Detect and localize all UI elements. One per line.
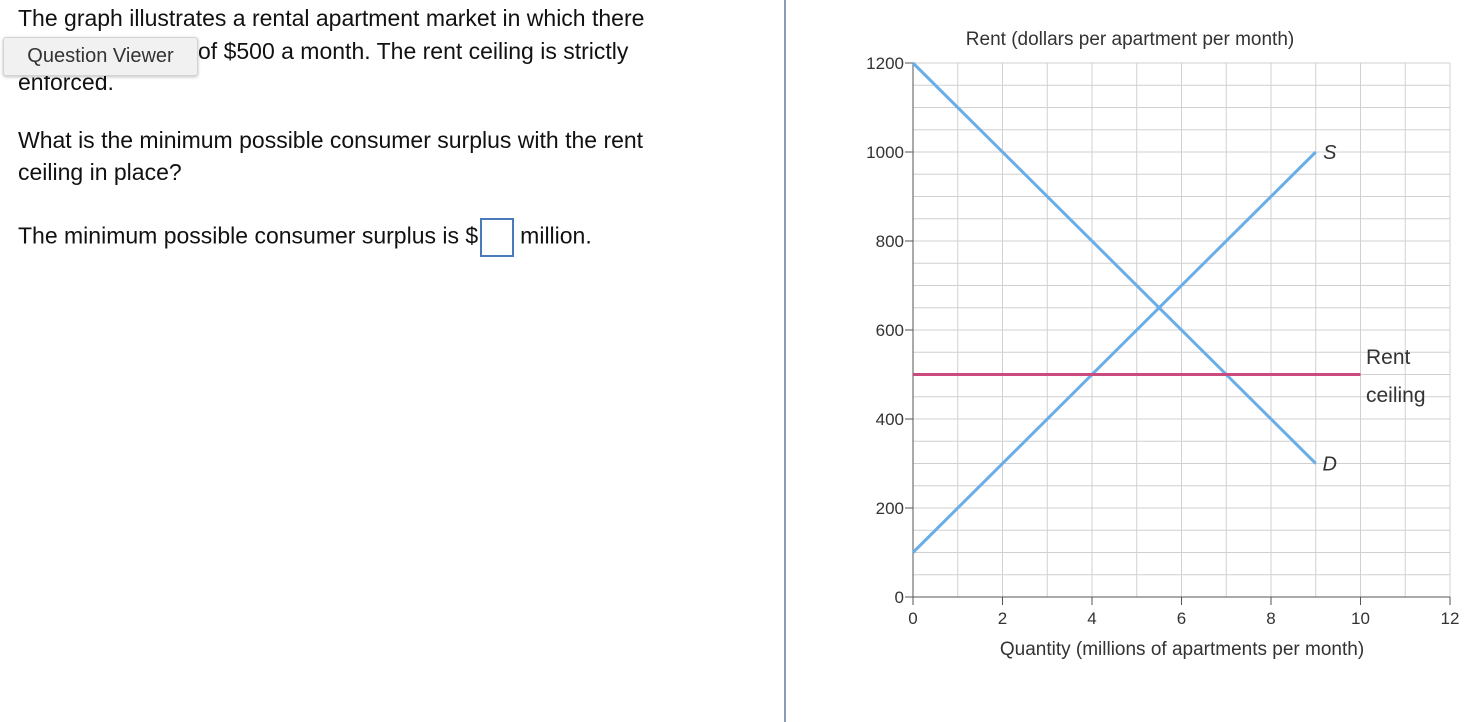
y-tick-label: 1000 xyxy=(866,143,904,162)
y-tick-label: 200 xyxy=(876,499,904,518)
x-tick-label: 2 xyxy=(998,609,1007,628)
series-line xyxy=(911,150,1317,554)
y-tick-label: 400 xyxy=(876,410,904,429)
series-label: S xyxy=(1323,142,1337,164)
x-tick-label: 12 xyxy=(1441,609,1460,628)
y-tick-label: 800 xyxy=(876,232,904,251)
x-axis-title: Quantity (millions of apartments per mon… xyxy=(1000,639,1364,660)
x-tick-label: 6 xyxy=(1177,609,1186,628)
y-axis-title: Rent (dollars per apartment per month) xyxy=(966,29,1294,50)
question-line: What is the minimum possible consumer su… xyxy=(18,127,644,153)
x-tick-label: 0 xyxy=(908,609,917,628)
y-tick-label: 0 xyxy=(895,588,904,607)
intro-line: The graph illustrates a rental apartment… xyxy=(18,5,645,31)
x-tick-label: 8 xyxy=(1266,609,1275,628)
annotation: ceiling xyxy=(1366,384,1426,407)
question-line: ceiling in place? xyxy=(18,159,182,185)
x-tick-label: 4 xyxy=(1087,609,1096,628)
divider xyxy=(784,0,786,722)
answer-input[interactable] xyxy=(480,218,515,257)
annotation: Rent xyxy=(1366,346,1411,369)
series-label: D xyxy=(1323,454,1337,476)
y-tick-label: 1200 xyxy=(866,54,904,73)
answer-row: The minimum possible consumer surplus is… xyxy=(18,218,592,257)
question-viewer-button[interactable]: Question Viewer xyxy=(3,37,198,76)
answer-prefix: The minimum possible consumer surplus is… xyxy=(18,222,479,249)
y-tick-label: 600 xyxy=(876,321,904,340)
x-tick-label: 10 xyxy=(1351,609,1370,628)
series-line xyxy=(911,61,1317,465)
intro-line: of $500 a month. The rent ceiling is str… xyxy=(198,38,629,64)
answer-suffix: million. xyxy=(520,222,592,249)
